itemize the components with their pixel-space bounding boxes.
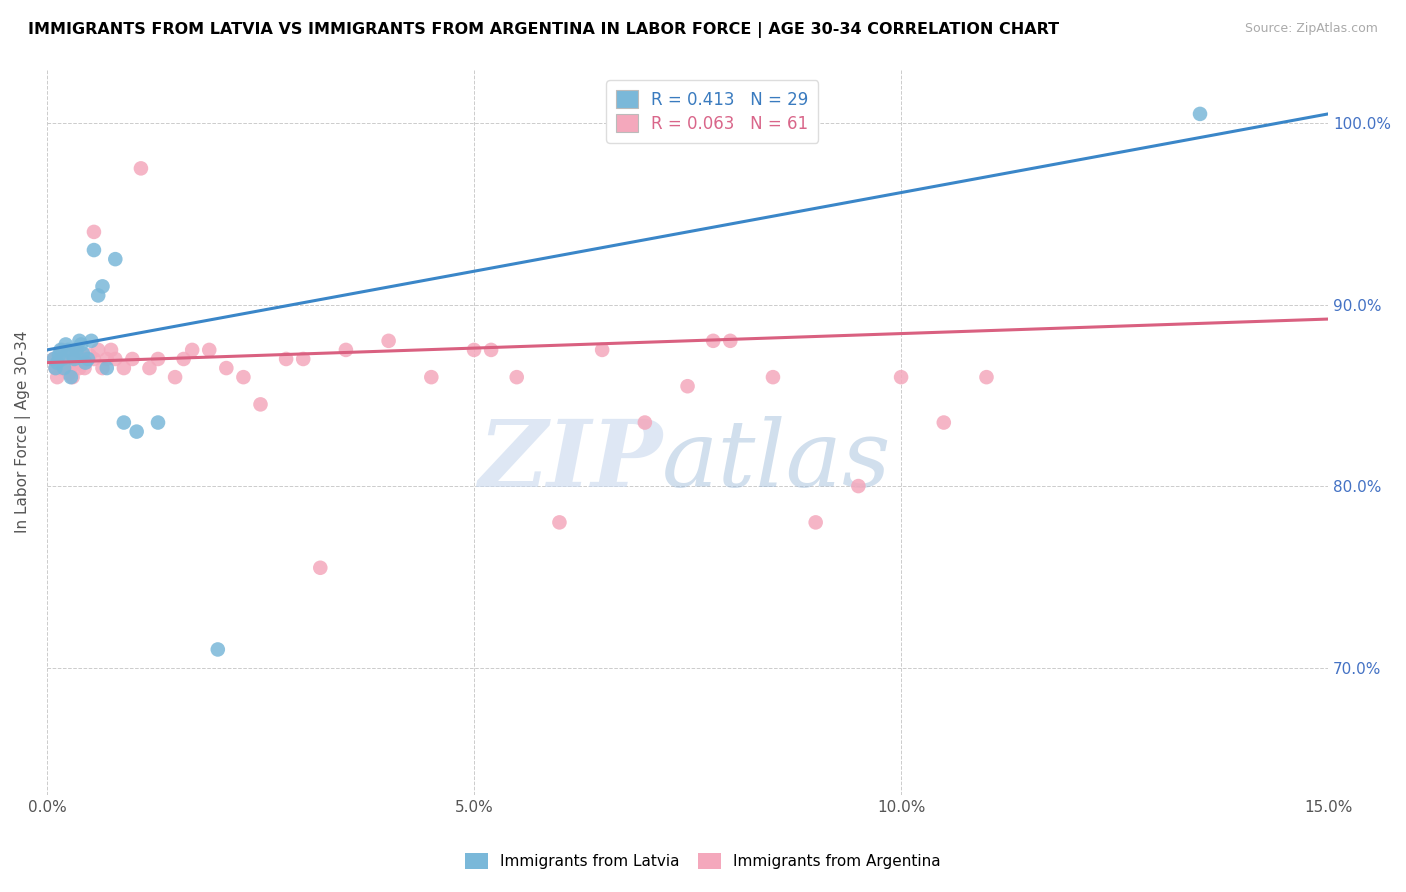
Point — [63, 348, 86, 362]
Point — [718, 334, 741, 348]
Point — [100, 343, 122, 357]
Y-axis label: In Labor Force | Age 30-34: In Labor Force | Age 30-34 — [15, 330, 31, 533]
Point — [309, 561, 332, 575]
Point — [173, 351, 195, 366]
Point — [44, 361, 66, 376]
Point — [249, 397, 271, 411]
Point — [112, 416, 135, 430]
Point — [77, 351, 100, 366]
Point — [129, 161, 152, 176]
Point — [276, 351, 298, 366]
Point — [79, 348, 101, 362]
Point — [976, 370, 998, 384]
Point — [932, 416, 955, 430]
Point — [70, 356, 93, 370]
Point — [42, 351, 65, 366]
Point — [87, 343, 110, 357]
Point — [232, 370, 254, 384]
Point — [848, 479, 870, 493]
Point — [548, 516, 571, 530]
Point — [66, 351, 89, 366]
Point — [63, 351, 86, 366]
Point — [138, 361, 160, 376]
Point — [146, 416, 169, 430]
Point — [181, 343, 204, 357]
Point — [73, 361, 96, 376]
Point — [91, 361, 114, 376]
Point — [72, 351, 94, 366]
Point — [59, 370, 82, 384]
Point — [377, 334, 399, 348]
Point — [46, 370, 69, 384]
Point — [420, 370, 443, 384]
Point — [104, 351, 127, 366]
Point — [104, 252, 127, 267]
Point — [49, 343, 72, 357]
Point — [125, 425, 148, 439]
Point — [804, 516, 827, 530]
Point — [634, 416, 657, 430]
Point — [80, 334, 103, 348]
Text: atlas: atlas — [662, 416, 891, 506]
Point — [51, 351, 73, 366]
Point — [65, 343, 87, 357]
Point — [335, 343, 357, 357]
Point — [55, 361, 77, 376]
Point — [165, 370, 187, 384]
Point — [702, 334, 724, 348]
Point — [207, 642, 229, 657]
Point — [44, 361, 66, 376]
Point — [55, 337, 77, 351]
Point — [96, 361, 118, 376]
Point — [890, 370, 912, 384]
Point — [198, 343, 221, 357]
Point — [676, 379, 699, 393]
Point — [75, 356, 97, 370]
Point — [53, 361, 76, 376]
Point — [72, 346, 94, 360]
Text: Source: ZipAtlas.com: Source: ZipAtlas.com — [1244, 22, 1378, 36]
Point — [53, 351, 76, 366]
Point — [62, 348, 84, 362]
Text: ZIP: ZIP — [478, 416, 662, 506]
Point — [96, 351, 118, 366]
Legend: Immigrants from Latvia, Immigrants from Argentina: Immigrants from Latvia, Immigrants from … — [458, 847, 948, 875]
Point — [91, 279, 114, 293]
Point — [59, 361, 82, 376]
Point — [48, 348, 70, 362]
Point — [83, 225, 105, 239]
Point — [83, 243, 105, 257]
Point — [67, 361, 90, 376]
Point — [70, 337, 93, 351]
Point — [1189, 107, 1212, 121]
Text: IMMIGRANTS FROM LATVIA VS IMMIGRANTS FROM ARGENTINA IN LABOR FORCE | AGE 30-34 C: IMMIGRANTS FROM LATVIA VS IMMIGRANTS FRO… — [28, 22, 1059, 38]
Point — [49, 361, 72, 376]
Point — [479, 343, 502, 357]
Point — [46, 356, 69, 370]
Point — [591, 343, 613, 357]
Legend: R = 0.413   N = 29, R = 0.063   N = 61: R = 0.413 N = 29, R = 0.063 N = 61 — [606, 80, 818, 143]
Point — [292, 351, 315, 366]
Point — [112, 361, 135, 376]
Point — [121, 351, 143, 366]
Point — [48, 351, 70, 366]
Point — [762, 370, 785, 384]
Point — [58, 343, 80, 357]
Point — [83, 351, 105, 366]
Point — [463, 343, 485, 357]
Point — [56, 356, 79, 370]
Point — [146, 351, 169, 366]
Point — [506, 370, 529, 384]
Point — [87, 288, 110, 302]
Point — [215, 361, 238, 376]
Point — [58, 367, 80, 381]
Point — [66, 343, 89, 357]
Point — [51, 343, 73, 357]
Point — [62, 370, 84, 384]
Point — [42, 351, 65, 366]
Point — [75, 351, 97, 366]
Point — [67, 334, 90, 348]
